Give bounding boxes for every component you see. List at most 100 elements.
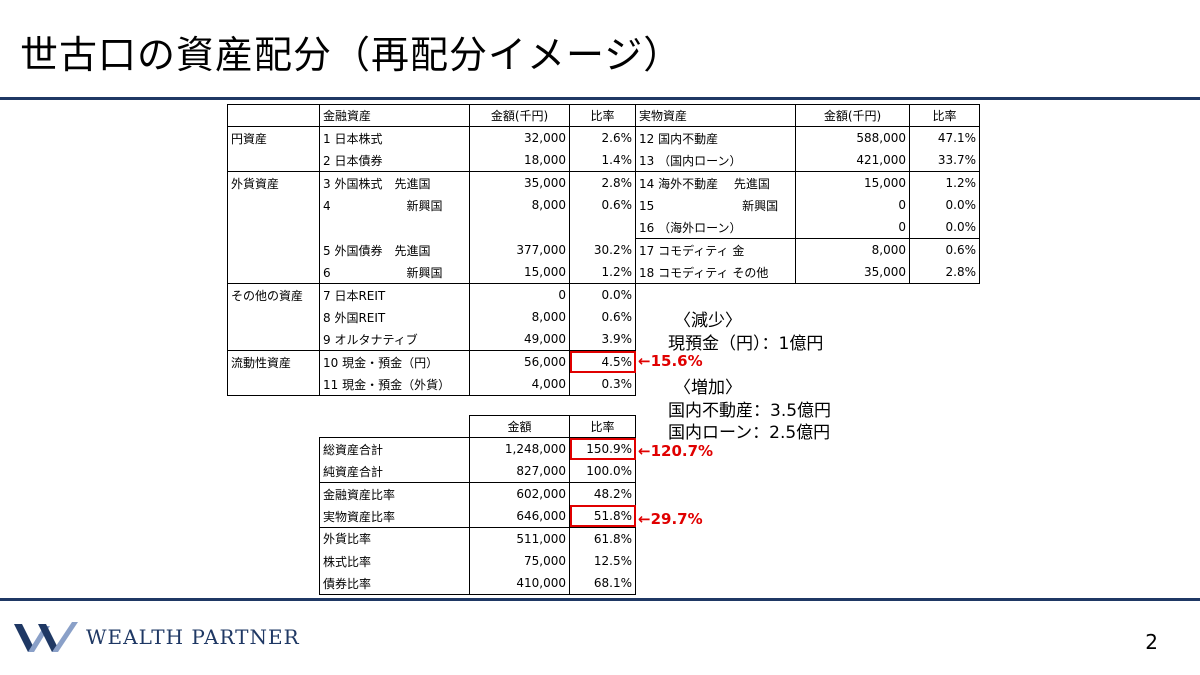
column-header bbox=[320, 416, 470, 438]
table-cell bbox=[227, 149, 320, 172]
table-cell: 円資産 bbox=[227, 126, 320, 150]
table-cell: 33.7% bbox=[909, 149, 980, 172]
table-cell: 4.5% bbox=[569, 350, 636, 374]
table-cell: 51.8% bbox=[569, 505, 636, 528]
total-assets-callout: ←120.7% bbox=[638, 442, 714, 460]
table-row: 8 外国REIT 8,000 0.6% bbox=[227, 306, 980, 329]
table-cell: 2 日本債券 bbox=[319, 149, 470, 172]
table-cell: その他の資産 bbox=[227, 283, 320, 307]
table-cell bbox=[469, 216, 570, 239]
table-cell: 16 （海外ローン） bbox=[635, 216, 796, 239]
table-cell: 15,000 bbox=[795, 171, 910, 195]
table-cell: 11 現金・預金（外貨） bbox=[319, 373, 470, 397]
table-cell: 421,000 bbox=[795, 149, 910, 172]
column-header: 実物資産 bbox=[635, 103, 796, 128]
table-cell: 511,000 bbox=[469, 526, 570, 550]
table-cell bbox=[227, 306, 320, 329]
table-cell: 0.6% bbox=[569, 306, 636, 329]
table-cell: 8,000 bbox=[469, 194, 570, 217]
logo-text: WEALTH PARTNER bbox=[86, 625, 300, 649]
increase-item-loan: 国内ローン：2.5億円 bbox=[668, 423, 831, 443]
table-cell: 49,000 bbox=[469, 328, 570, 351]
table-row: 4 新興国 8,000 0.6% 15 新興国 0 0.0% bbox=[227, 194, 980, 217]
table-row: 16 （海外ローン） 0 0.0% bbox=[227, 216, 980, 239]
top-divider bbox=[0, 97, 1200, 100]
decrease-item-cash: 現預金（円）：1億円 bbox=[668, 334, 824, 354]
table-cell: 12 国内不動産 bbox=[635, 126, 796, 150]
table-cell: 1.4% bbox=[569, 149, 636, 172]
table-cell: 18,000 bbox=[469, 149, 570, 172]
table-cell bbox=[227, 194, 320, 217]
table-cell: 588,000 bbox=[795, 126, 910, 150]
table-cell: 4 新興国 bbox=[319, 194, 470, 217]
table-cell: 12.5% bbox=[569, 549, 636, 573]
table-cell bbox=[227, 261, 320, 284]
table-cell bbox=[910, 373, 980, 395]
table-cell: 外貨資産 bbox=[227, 171, 320, 195]
table-cell bbox=[796, 373, 910, 395]
table-cell: 0.0% bbox=[569, 283, 636, 307]
table-row: 5 外国債券 先進国 377,000 30.2% 17 コモディティ 金 8,000 0.… bbox=[227, 238, 980, 262]
table-cell bbox=[227, 328, 320, 351]
table-cell bbox=[227, 373, 320, 397]
table-cell: 3 外国株式 先進国 bbox=[319, 171, 470, 195]
increase-item-real-estate: 国内不動産：3.5億円 bbox=[668, 401, 832, 421]
summary-row: 外貨比率 511,000 61.8% bbox=[319, 526, 636, 550]
bottom-divider bbox=[0, 598, 1200, 601]
table-cell: 150.9% bbox=[569, 437, 636, 461]
column-header: 金融資産 bbox=[319, 103, 470, 128]
table-cell: 実物資産比率 bbox=[319, 505, 470, 528]
asset-allocation-table: 金融資産 金額(千円) 比率 実物資産 金額(千円) 比率 円資産 1 日本株式 32,000 2… bbox=[227, 103, 980, 397]
column-header bbox=[227, 103, 320, 128]
table-cell: 35,000 bbox=[795, 261, 910, 285]
table-cell: 0.6% bbox=[909, 238, 980, 262]
table-cell bbox=[910, 284, 980, 306]
summary-row: 純資産合計 827,000 100.0% bbox=[319, 460, 636, 483]
table-cell: 15,000 bbox=[469, 261, 570, 284]
real-assets-callout: ←29.7% bbox=[638, 510, 703, 528]
table-row: 11 現金・預金（外貨） 4,000 0.3% bbox=[227, 373, 980, 397]
wealth-partner-logo-icon bbox=[14, 622, 78, 652]
table-row: 2 日本債券 18,000 1.4% 13 （国内ローン） 421,000 33.7% bbox=[227, 149, 980, 172]
table-cell: 0 bbox=[469, 283, 570, 307]
table-row: その他の資産 7 日本REIT 0 0.0% bbox=[227, 283, 980, 307]
table-cell bbox=[227, 238, 320, 262]
slide-title: 世古口の資産配分（再配分イメージ） bbox=[20, 33, 683, 77]
table-cell: 債券比率 bbox=[319, 572, 470, 596]
summary-row: 金融資産比率 602,000 48.2% bbox=[319, 482, 636, 506]
table-cell: 6 新興国 bbox=[319, 261, 470, 284]
table-cell: 18 コモディティ その他 bbox=[635, 261, 796, 285]
table-cell: 3.9% bbox=[569, 328, 636, 351]
table-cell: 2.6% bbox=[569, 126, 636, 150]
table-cell bbox=[569, 216, 636, 239]
summary-row: 株式比率 75,000 12.5% bbox=[319, 549, 636, 573]
table-cell: 100.0% bbox=[569, 460, 636, 483]
table-row: 円資産 1 日本株式 32,000 2.6% 12 国内不動産 588,000 47.1% bbox=[227, 126, 980, 150]
table-cell: 0.3% bbox=[569, 373, 636, 397]
table-cell: 14 海外不動産 先進国 bbox=[635, 171, 796, 195]
table-cell: 61.8% bbox=[569, 526, 636, 550]
summary-row: 実物資産比率 646,000 51.8% bbox=[319, 505, 636, 528]
table-cell bbox=[796, 351, 910, 373]
table-cell bbox=[910, 328, 980, 350]
table-cell: 602,000 bbox=[469, 482, 570, 506]
table-cell: 9 オルタナティブ bbox=[319, 328, 470, 351]
table-cell: 株式比率 bbox=[319, 549, 470, 573]
table-cell: 2.8% bbox=[909, 261, 980, 285]
table-cell bbox=[319, 216, 470, 239]
table-cell: 56,000 bbox=[469, 350, 570, 374]
table-cell: 流動性資産 bbox=[227, 350, 320, 374]
table-cell: 377,000 bbox=[469, 238, 570, 262]
table-row: 流動性資産 10 現金・預金（円） 56,000 4.5% bbox=[227, 350, 980, 374]
table-cell: 1.2% bbox=[569, 261, 636, 284]
table-cell: 5 外国債券 先進国 bbox=[319, 238, 470, 262]
table-cell: 48.2% bbox=[569, 482, 636, 506]
table-cell: 0 bbox=[795, 194, 910, 217]
summary-row: 総資産合計 1,248,000 150.9% bbox=[319, 437, 636, 461]
table-cell: 0 bbox=[795, 216, 910, 239]
table-cell: 0.0% bbox=[909, 216, 980, 239]
table-cell: 8,000 bbox=[469, 306, 570, 329]
table-cell bbox=[910, 306, 980, 328]
table-cell: 8,000 bbox=[795, 238, 910, 262]
table-cell: 7 日本REIT bbox=[319, 283, 470, 307]
